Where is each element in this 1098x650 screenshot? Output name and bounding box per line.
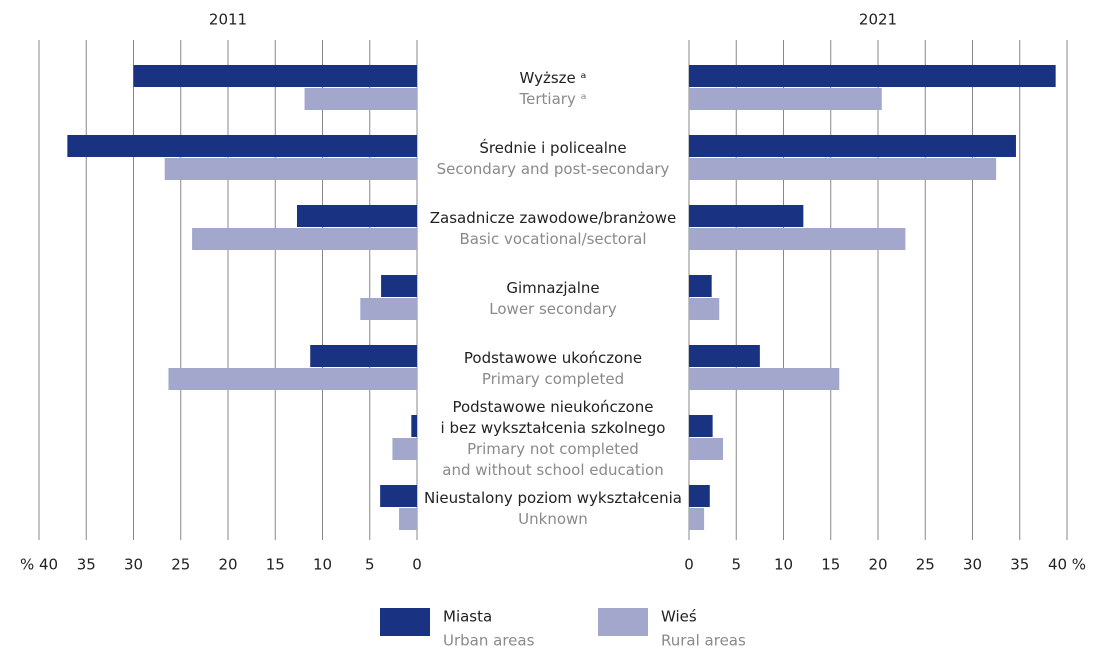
category-label-en: and without school education	[442, 461, 663, 479]
x-tick-label: 0	[684, 556, 694, 574]
x-tick-label: 30	[963, 556, 982, 574]
x-tick-label: 35	[77, 556, 96, 574]
x-tick-label: 10	[774, 556, 793, 574]
x-tick-label: 15	[821, 556, 840, 574]
bar	[689, 485, 710, 507]
bar	[164, 158, 417, 180]
bar	[689, 88, 882, 110]
x-tick-label: 25	[171, 556, 190, 574]
bar	[392, 438, 417, 460]
bar	[399, 508, 417, 530]
bar	[168, 368, 417, 390]
bar	[689, 275, 712, 297]
bar	[381, 275, 417, 297]
legend-swatch	[598, 608, 648, 636]
bar	[689, 135, 1016, 157]
category-label: Nieustalony poziom wykształcenia	[424, 489, 682, 507]
x-tick-label: 40 %	[1048, 556, 1086, 574]
bar	[192, 228, 417, 250]
bar	[689, 415, 713, 437]
bar	[133, 65, 417, 87]
x-tick-label: 5	[731, 556, 741, 574]
category-label: Wyższe ᵃ	[520, 69, 587, 87]
category-label: i bez wykształcenia szkolnego	[441, 419, 666, 437]
legend-label: Wieś	[661, 608, 697, 626]
category-label: Podstawowe nieukończone	[452, 398, 653, 416]
category-label-en: Primary completed	[482, 370, 624, 388]
x-tick-label: 25	[916, 556, 935, 574]
panel-title: 2021	[859, 11, 897, 29]
x-tick-label: 15	[266, 556, 285, 574]
bar	[689, 228, 906, 250]
category-label-en: Lower secondary	[489, 300, 617, 318]
bar	[689, 205, 804, 227]
x-tick-label: 30	[124, 556, 143, 574]
bar	[67, 135, 417, 157]
x-tick-label: 5	[365, 556, 375, 574]
bar	[689, 438, 724, 460]
bar	[360, 298, 417, 320]
x-tick-label: 10	[313, 556, 332, 574]
category-label: Średnie i policealne	[479, 138, 626, 157]
legend-label-en: Rural areas	[661, 632, 746, 650]
bar	[296, 205, 417, 227]
bar	[689, 345, 760, 367]
bar	[689, 508, 705, 530]
x-tick-label: 0	[412, 556, 422, 574]
category-label-en: Unknown	[518, 510, 588, 528]
x-tick-label: 20	[218, 556, 237, 574]
bar	[689, 158, 997, 180]
x-tick-label: % 40	[20, 556, 58, 574]
category-label-en: Basic vocational/sectoral	[460, 230, 647, 248]
bar	[380, 485, 417, 507]
bar	[304, 88, 417, 110]
category-label: Podstawowe ukończone	[464, 349, 642, 367]
x-tick-label: 35	[1010, 556, 1029, 574]
category-label-en: Secondary and post-secondary	[437, 160, 670, 178]
legend-label-en: Urban areas	[443, 632, 535, 650]
bar	[689, 368, 840, 390]
bar	[310, 345, 417, 367]
panel-title: 2011	[209, 11, 247, 29]
category-label-en: Primary not completed	[467, 440, 639, 458]
x-tick-label: 20	[868, 556, 887, 574]
legend-swatch	[380, 608, 430, 636]
bar	[411, 415, 417, 437]
category-label-en: Tertiary ᵃ	[519, 90, 587, 108]
bar	[689, 65, 1056, 87]
bar	[689, 298, 720, 320]
category-label: Gimnazjalne	[506, 279, 599, 297]
legend-label: Miasta	[443, 608, 492, 626]
category-label: Zasadnicze zawodowe/branżowe	[430, 209, 676, 227]
